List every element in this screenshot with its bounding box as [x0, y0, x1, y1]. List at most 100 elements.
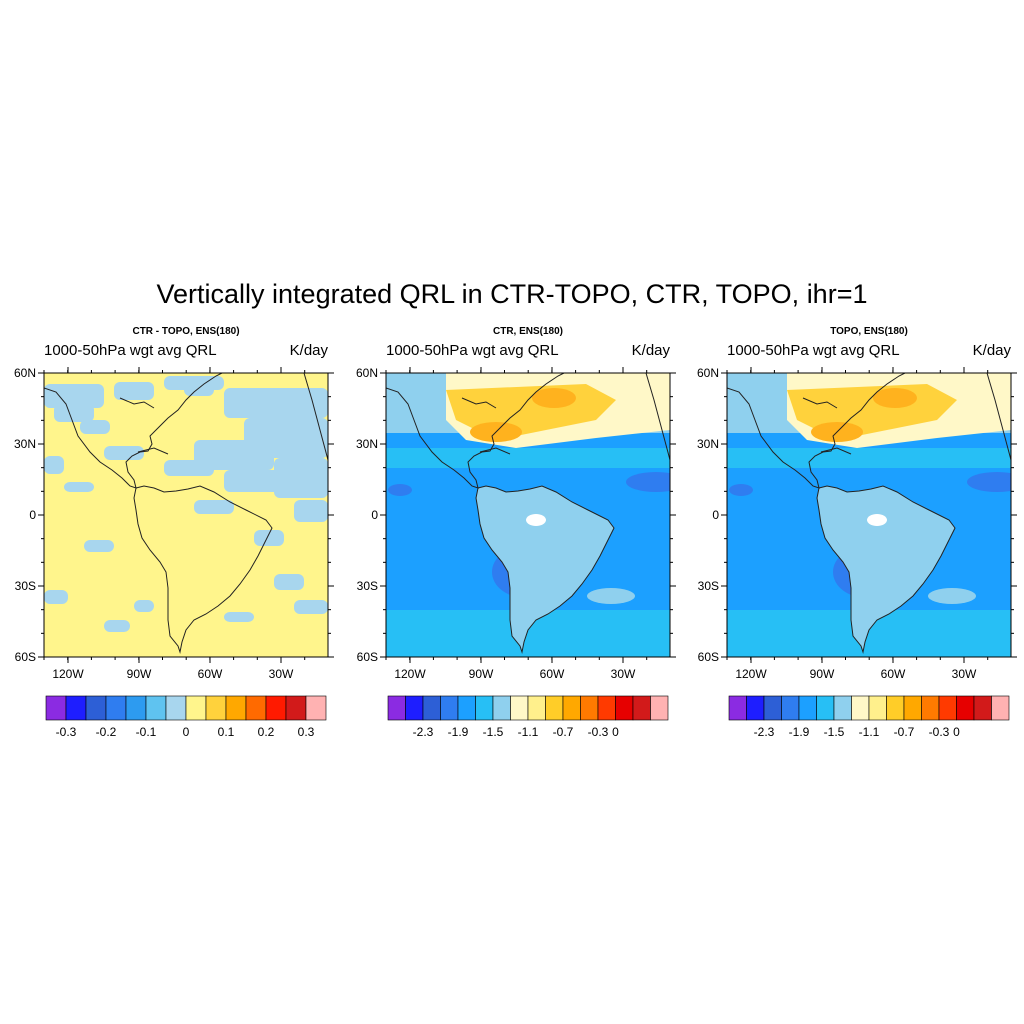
coastline-south-america [816, 485, 956, 654]
diff-patch [184, 382, 214, 396]
panel-left-label: 1000-50hPa wgt avg QRL [386, 342, 559, 359]
map-axes: 60N 30N 0 30S 60S 120W 90W 60W 30W [356, 366, 676, 681]
lat-label: 30N [14, 437, 36, 451]
coastline-south-america [133, 485, 273, 654]
coastline-africa [986, 373, 1011, 461]
colorbar-label: -0.1 [136, 725, 157, 739]
lon-label: 90W [469, 667, 494, 681]
colorbar-box [225, 695, 247, 721]
colorbar-label: -1.5 [483, 725, 504, 739]
diff-patch [80, 420, 110, 434]
colorbar-label: 0 [953, 725, 960, 739]
panel-title: TOPO, ENS(180) [830, 326, 908, 337]
lat-label: 30N [356, 437, 378, 451]
colorbar-label: -0.2 [96, 725, 117, 739]
colorbar-label: 0 [183, 725, 190, 739]
colorbar-box [921, 695, 940, 721]
lon-label: 60W [540, 667, 565, 681]
colorbar-box [816, 695, 835, 721]
colorbar-box [903, 695, 922, 721]
colorbar-box [105, 695, 127, 721]
lat-label: 0 [712, 508, 719, 522]
band-white [526, 514, 546, 526]
great-lakes [119, 397, 155, 409]
diff-patch [104, 446, 144, 460]
panel-topo: TOPO, ENS(180) 1000-50hPa wgt avg QRL K/da… [697, 326, 1017, 739]
panel-left-label: 1000-50hPa wgt avg QRL [727, 342, 900, 359]
panel-units-label: K/day [290, 342, 329, 359]
coastline-caribbean [820, 447, 852, 455]
colorbar-label: 0.1 [218, 725, 235, 739]
band-light-blue [928, 588, 976, 604]
colorbar-box [265, 695, 287, 721]
colorbar-label: -0.7 [894, 725, 915, 739]
colorbar-label: -1.1 [859, 725, 880, 739]
colorbar-label: -2.3 [754, 725, 775, 739]
diff-patch [274, 458, 328, 498]
colorbar-label: -0.7 [553, 725, 574, 739]
colorbar-label: -0.3 [588, 725, 609, 739]
lon-label: 120W [52, 667, 84, 681]
colorbar-box [973, 695, 992, 721]
colorbar-box [632, 695, 651, 721]
map-area [727, 373, 1011, 657]
colorbar-label: -1.5 [824, 725, 845, 739]
lon-label: 60W [198, 667, 223, 681]
band-blue [626, 472, 670, 492]
panel-title: CTR - TOPO, ENS(180) [132, 326, 239, 337]
colorbar-box [165, 695, 187, 721]
lon-label: 120W [735, 667, 767, 681]
lon-label: 90W [127, 667, 152, 681]
diff-patch [224, 388, 328, 418]
colorbar-box [615, 695, 634, 721]
colorbar-box [245, 695, 267, 721]
colorbar-box [562, 695, 581, 721]
colorbar-box [833, 695, 852, 721]
colorbar-box [956, 695, 975, 721]
colorbar-box [45, 695, 67, 721]
diff-patch [84, 540, 114, 552]
colorbar-box [798, 695, 817, 721]
lat-label: 30S [698, 579, 719, 593]
colorbar-box [285, 695, 307, 721]
colorbar-box [65, 695, 87, 721]
band-blue [729, 484, 753, 496]
diff-patch [114, 382, 154, 400]
diff-patch [134, 600, 154, 612]
map-area [386, 373, 670, 657]
colorbar-box [545, 695, 564, 721]
colorbar-box [597, 695, 616, 721]
diff-patch [294, 600, 328, 614]
diff-patch [164, 460, 214, 476]
colorbar-box [510, 695, 529, 721]
colorbar-box [650, 695, 669, 721]
colorbar: -2.3 -1.9 -1.5 -1.1 -0.7 -0.3 0 [728, 695, 1010, 739]
panel-units-label: K/day [973, 342, 1012, 359]
colorbar-box [938, 695, 957, 721]
band-light-blue [587, 588, 635, 604]
colorbar-label: 0 [612, 725, 619, 739]
colorbar-label: -2.3 [413, 725, 434, 739]
panel-units-label: K/day [632, 342, 671, 359]
colorbar-box [440, 695, 459, 721]
coastline-caribbean [479, 447, 511, 455]
colorbar-box [746, 695, 765, 721]
great-lakes [802, 397, 838, 409]
panel-left-label: 1000-50hPa wgt avg QRL [44, 342, 217, 359]
band-orange [873, 388, 917, 408]
colorbar-box [85, 695, 107, 721]
diff-patch [294, 500, 328, 522]
colorbar-box [185, 695, 207, 721]
coastline-africa [645, 373, 670, 461]
colorbar-box [728, 695, 747, 721]
colorbar-box [205, 695, 227, 721]
panel-ctr: CTR, ENS(180) 1000-50hPa wgt avg QRL K/day… [356, 326, 676, 739]
lat-label: 60S [15, 650, 36, 664]
colorbar-box [527, 695, 546, 721]
map-axes: 60N 30N 0 30S 60S 120W 90W 60W 30W [697, 366, 1017, 681]
lat-label: 60S [698, 650, 719, 664]
lon-label: 60W [881, 667, 906, 681]
colorbar-label: -1.9 [789, 725, 810, 739]
lon-label: 30W [952, 667, 977, 681]
